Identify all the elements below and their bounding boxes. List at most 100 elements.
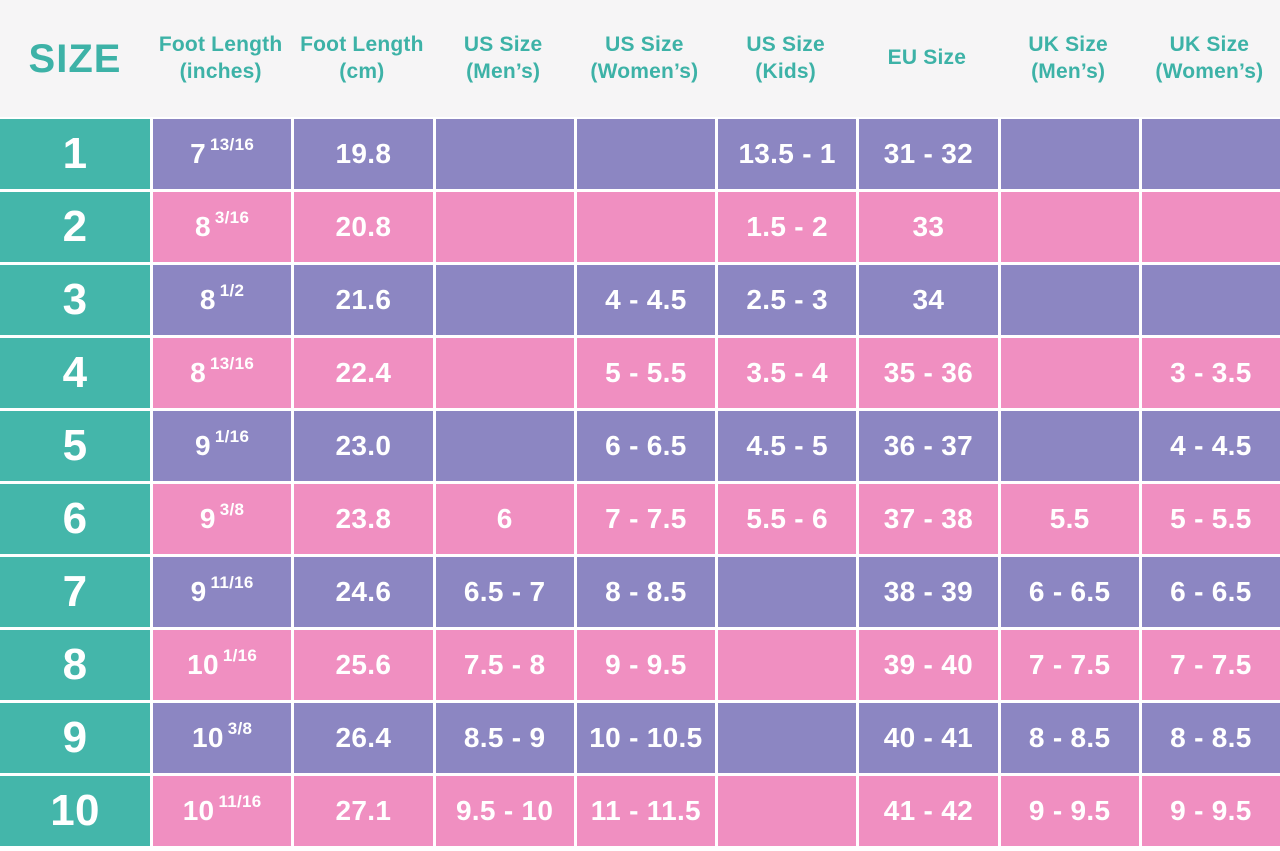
cell-us-size-womens: 5 - 5.5 — [576, 338, 715, 408]
header-label: US Size — [746, 33, 825, 57]
cell-us-size-mens — [435, 119, 574, 189]
cell-uk-size-womens — [1141, 192, 1280, 262]
cell-us-size-womens — [576, 119, 715, 189]
column-header-foot-length-inches: Foot Length (inches) — [150, 32, 291, 85]
cell-uk-size-womens — [1141, 119, 1280, 189]
cell-foot-length-inches: 8 3/16 — [153, 192, 292, 262]
cell-foot-length-inches: 8 1/2 — [153, 265, 292, 335]
cell-us-size-kids — [718, 776, 857, 846]
cell-uk-size-womens: 8 - 8.5 — [1141, 703, 1280, 773]
inches-fraction: 3/8 — [219, 500, 245, 519]
cell-us-size-mens: 8.5 - 9 — [435, 703, 574, 773]
cell-foot-length-cm: 26.4 — [294, 703, 433, 773]
cell-eu-size: 38 - 39 — [859, 557, 998, 627]
cell-us-size-womens: 7 - 7.5 — [576, 484, 715, 554]
header-sublabel: (Women’s) — [1155, 59, 1264, 83]
cell-us-size-mens: 6.5 - 7 — [435, 557, 574, 627]
inches-whole: 8 — [199, 284, 216, 315]
size-cell: 4 — [0, 338, 150, 408]
size-cell: 6 — [0, 484, 150, 554]
column-header-us-size-kids: US Size (Kids) — [715, 32, 856, 85]
header-label: UK Size — [1028, 33, 1108, 57]
cell-uk-size-mens — [1000, 265, 1139, 335]
cell-eu-size: 39 - 40 — [859, 630, 998, 700]
cell-uk-size-mens — [1000, 338, 1139, 408]
size-cell: 10 — [0, 776, 150, 846]
cell-uk-size-mens: 7 - 7.5 — [1000, 630, 1139, 700]
cell-uk-size-womens — [1141, 265, 1280, 335]
cell-foot-length-inches: 10 3/8 — [153, 703, 292, 773]
inches-fraction: 3/8 — [227, 719, 253, 738]
cell-uk-size-mens: 5.5 — [1000, 484, 1139, 554]
header-sublabel: (Men’s) — [1031, 59, 1106, 83]
cell-foot-length-cm: 24.6 — [294, 557, 433, 627]
inches-fraction: 13/16 — [210, 354, 255, 373]
header-label: EU Size — [887, 46, 967, 70]
header-label: Foot Length — [158, 33, 283, 57]
cell-us-size-kids — [718, 557, 857, 627]
size-cell: 1 — [0, 119, 150, 189]
cell-eu-size: 33 — [859, 192, 998, 262]
cell-uk-size-mens — [1000, 411, 1139, 481]
cell-foot-length-cm: 25.6 — [294, 630, 433, 700]
cell-us-size-mens: 7.5 - 8 — [435, 630, 574, 700]
inches-whole: 8 — [195, 211, 211, 242]
cell-us-size-kids: 1.5 - 2 — [718, 192, 857, 262]
cell-us-size-mens — [435, 265, 574, 335]
table-body: 1 7 13/16 19.8 13.5 - 1 31 - 32 2 8 3/16 2… — [0, 117, 1280, 851]
column-header-us-size-mens: US Size (Men’s) — [433, 32, 574, 85]
cell-foot-length-inches: 9 11/16 — [153, 557, 292, 627]
cell-us-size-mens: 6 — [435, 484, 574, 554]
cell-uk-size-womens: 9 - 9.5 — [1141, 776, 1280, 846]
cell-uk-size-womens: 4 - 4.5 — [1141, 411, 1280, 481]
cell-us-size-womens: 8 - 8.5 — [576, 557, 715, 627]
column-header-uk-size-womens: UK Size (Women’s) — [1139, 32, 1280, 85]
cell-foot-length-cm: 23.0 — [294, 411, 433, 481]
cell-us-size-mens — [435, 338, 574, 408]
cell-foot-length-inches: 7 13/16 — [153, 119, 292, 189]
inches-fraction: 11/16 — [210, 573, 254, 592]
header-sublabel: (Men’s) — [466, 59, 541, 83]
inches-whole: 10 — [187, 649, 219, 680]
cell-eu-size: 31 - 32 — [859, 119, 998, 189]
inches-fraction: 1/2 — [219, 281, 245, 300]
inches-whole: 10 — [182, 795, 215, 826]
header-sublabel: (Kids) — [755, 59, 816, 83]
header-sublabel: (inches) — [179, 59, 262, 83]
cell-us-size-kids: 13.5 - 1 — [718, 119, 857, 189]
inches-fraction: 1/16 — [222, 646, 258, 665]
inches-whole: 9 — [190, 576, 207, 607]
cell-eu-size: 37 - 38 — [859, 484, 998, 554]
cell-foot-length-cm: 20.8 — [294, 192, 433, 262]
inches-fraction: 1/16 — [214, 427, 250, 446]
column-header-uk-size-mens: UK Size (Men’s) — [998, 32, 1139, 85]
column-header-us-size-womens: US Size (Women’s) — [574, 32, 715, 85]
inches-whole: 9 — [195, 430, 211, 461]
cell-us-size-kids: 3.5 - 4 — [718, 338, 857, 408]
inches-whole: 10 — [191, 722, 224, 753]
cell-uk-size-mens — [1000, 192, 1139, 262]
cell-foot-length-inches: 10 1/16 — [153, 630, 292, 700]
cell-foot-length-inches: 9 3/8 — [153, 484, 292, 554]
header-sublabel: (cm) — [339, 59, 385, 83]
header-label: Foot Length — [300, 33, 424, 57]
column-header-size: SIZE — [28, 36, 122, 81]
cell-us-size-kids — [718, 630, 857, 700]
cell-us-size-womens: 11 - 11.5 — [576, 776, 715, 846]
column-header-foot-length-cm: Foot Length (cm) — [291, 32, 432, 85]
inches-fraction: 11/16 — [218, 792, 262, 811]
cell-uk-size-mens: 9 - 9.5 — [1000, 776, 1139, 846]
cell-us-size-womens: 10 - 10.5 — [576, 703, 715, 773]
size-cell: 5 — [0, 411, 150, 481]
cell-uk-size-womens: 6 - 6.5 — [1141, 557, 1280, 627]
inches-whole: 7 — [190, 138, 207, 169]
cell-us-size-kids: 5.5 - 6 — [718, 484, 857, 554]
cell-foot-length-cm: 22.4 — [294, 338, 433, 408]
cell-us-size-kids: 4.5 - 5 — [718, 411, 857, 481]
cell-foot-length-cm: 23.8 — [294, 484, 433, 554]
cell-uk-size-mens: 6 - 6.5 — [1000, 557, 1139, 627]
header-sublabel: (Women’s) — [590, 59, 699, 83]
cell-eu-size: 34 — [859, 265, 998, 335]
cell-eu-size: 35 - 36 — [859, 338, 998, 408]
cell-us-size-womens — [576, 192, 715, 262]
